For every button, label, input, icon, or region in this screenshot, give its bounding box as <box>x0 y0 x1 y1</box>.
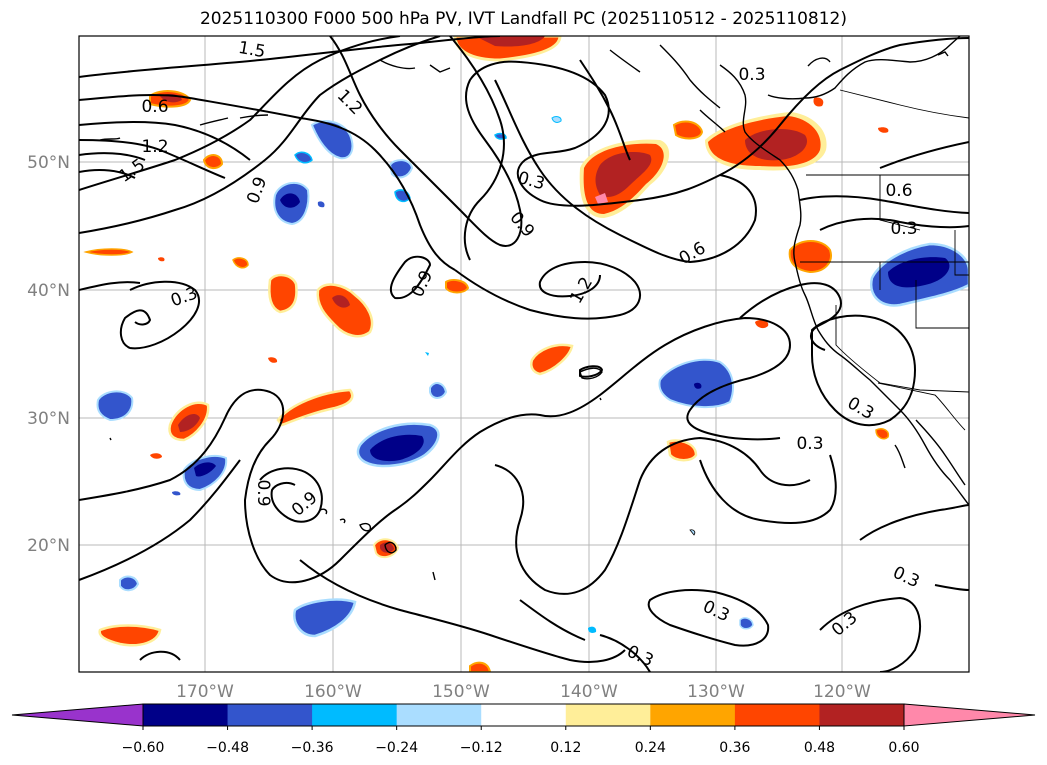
lat-label: 50°N <box>27 153 70 173</box>
pv-contours <box>79 36 969 672</box>
positive-anomaly <box>232 257 249 269</box>
colorbar-bin <box>904 704 1035 726</box>
contour-label: 0.3 <box>796 434 823 454</box>
positive-anomaly <box>445 279 470 294</box>
contour-label: 0.6 <box>885 181 912 201</box>
negative-anomaly <box>293 598 357 638</box>
contour-label: 0.9 <box>253 479 273 506</box>
lon-label: 170°W <box>176 682 234 702</box>
colorbar-tick-label: −0.12 <box>460 740 503 756</box>
positive-anomaly <box>83 248 134 256</box>
lon-label: 130°W <box>687 682 745 702</box>
contour-label: 0.3 <box>890 219 917 239</box>
colorbar-bin <box>819 704 905 726</box>
longitude-labels: 170°W 160°W 150°W 140°W 130°W 120°W <box>176 682 871 702</box>
colorbar-tick-label: −0.24 <box>375 740 418 756</box>
positive-anomaly <box>530 343 574 376</box>
positive-anomaly <box>268 273 298 314</box>
colorbar-bin <box>312 704 398 726</box>
colorbar-bin <box>396 704 482 726</box>
colorbar-bin <box>12 704 143 726</box>
lon-label: 150°W <box>432 682 490 702</box>
map-background <box>79 36 969 672</box>
positive-anomaly <box>788 240 832 274</box>
lon-label: 140°W <box>560 682 618 702</box>
colorbar-tick-label: 0.60 <box>888 740 919 756</box>
colorbar-bin <box>481 704 567 726</box>
positive-anomaly <box>579 139 670 218</box>
colorbar-bin <box>143 704 229 726</box>
negative-anomaly <box>310 120 354 160</box>
map-frame <box>78 35 970 673</box>
lon-label: 160°W <box>304 682 362 702</box>
positive-anomaly <box>666 439 698 462</box>
political-borders <box>800 89 969 431</box>
lat-label: 40°N <box>27 281 70 301</box>
contour-label: 1.2 <box>141 137 168 157</box>
colorbar: −0.60 −0.48 −0.36 −0.24 −0.12 0.12 0.24 0.36 0.4… <box>11 703 1036 756</box>
positive-anomaly <box>875 428 890 440</box>
colorbar-bin <box>565 704 651 726</box>
coastlines <box>99 36 969 581</box>
positive-anomaly <box>316 283 374 338</box>
colorbar-tick-label: 0.24 <box>635 740 666 756</box>
lon-label: 120°W <box>813 682 871 702</box>
colorbar-bin <box>650 704 736 726</box>
contour-label: 1.5 <box>237 38 267 62</box>
contour-label: 0.6 <box>141 97 168 117</box>
colorbar-tick-label: 0.12 <box>550 740 581 756</box>
negative-anomaly <box>96 390 134 422</box>
colorbar-tick-label: −0.36 <box>291 740 334 756</box>
positive-anomaly <box>98 624 162 647</box>
latitude-labels: 50°N 40°N 30°N 20°N <box>27 153 70 556</box>
lat-label: 20°N <box>27 536 70 556</box>
colorbar-bin <box>734 704 820 726</box>
colorbar-tick-label: −0.60 <box>122 740 165 756</box>
colorbar-tick-label: −0.48 <box>206 740 249 756</box>
colorbar-tick-label: 0.36 <box>719 740 750 756</box>
positive-anomaly <box>276 388 354 427</box>
colorbar-outline-right <box>903 703 1036 727</box>
positive-anomaly <box>202 154 224 170</box>
positive-anomaly <box>755 319 769 329</box>
map-title: 2025110300 F000 500 hPa PV, IVT Landfall… <box>199 9 847 29</box>
lat-label: 30°N <box>27 409 70 429</box>
contour-label: 0.3 <box>738 65 765 85</box>
colorbar-tick-label: 0.48 <box>804 740 835 756</box>
positive-anomaly <box>672 120 704 140</box>
colorbar-bin <box>227 704 313 726</box>
